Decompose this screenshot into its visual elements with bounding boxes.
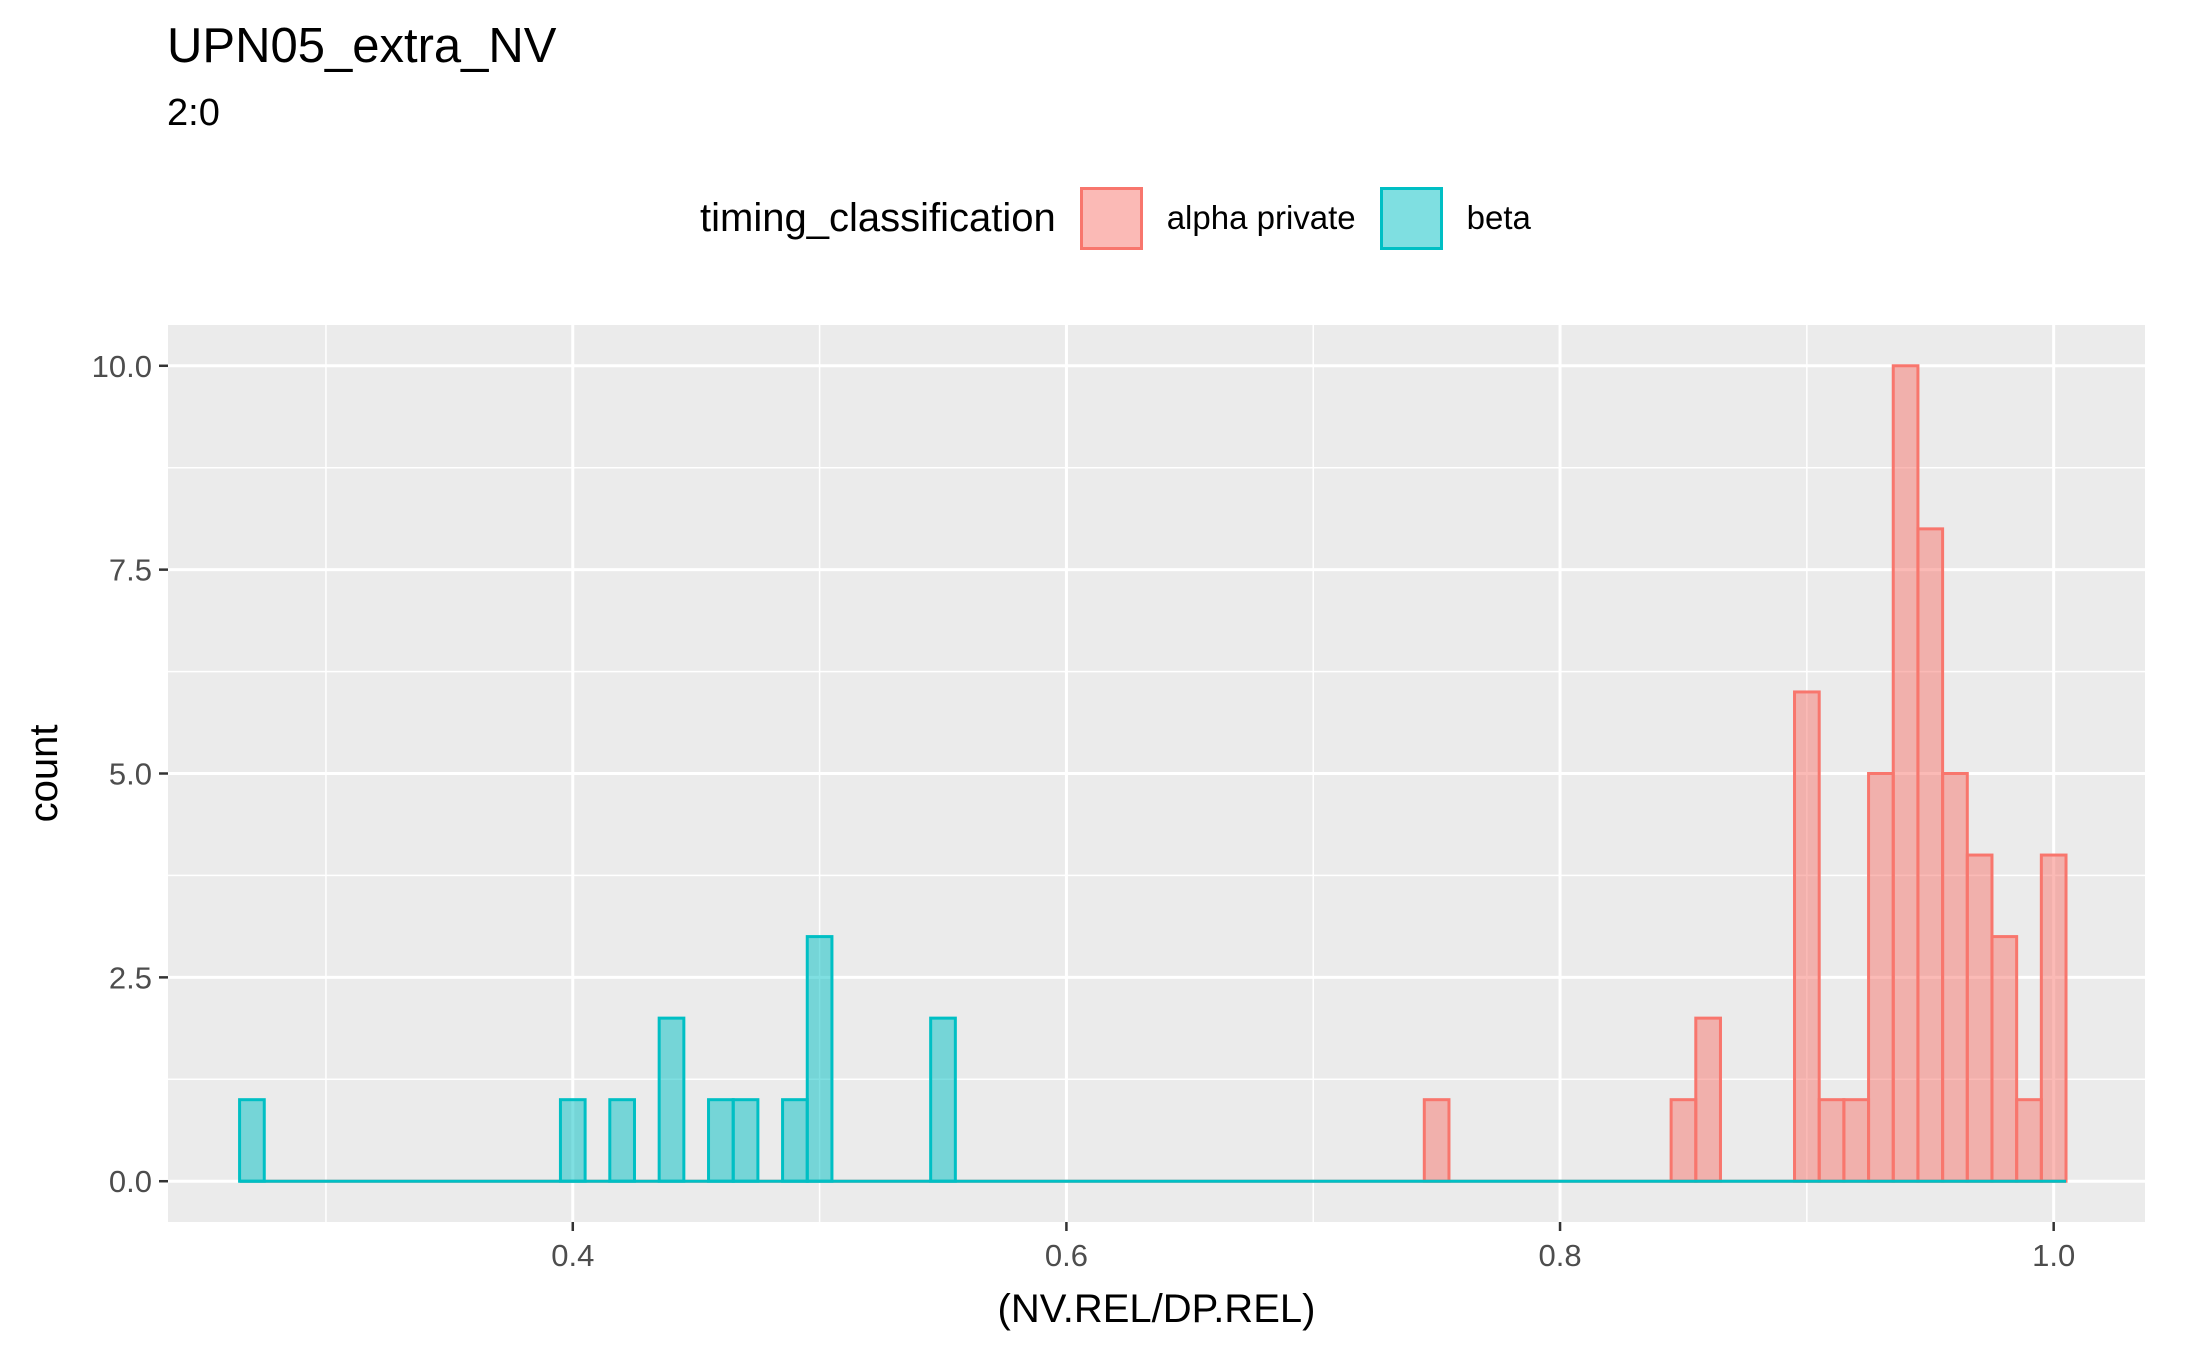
chart-subtitle: 2:0 [167, 92, 220, 134]
bar-beta [731, 1098, 760, 1183]
bar-alpha-private [1422, 1098, 1451, 1183]
bars [238, 364, 2068, 1183]
legend-label-beta: beta [1466, 199, 1531, 236]
y-tick-label: 10.0 [92, 349, 152, 384]
bar-beta [929, 1016, 957, 1183]
bar-alpha-private [1867, 772, 1895, 1183]
bar-alpha-private [1793, 690, 1821, 1183]
bar-beta [238, 1098, 266, 1183]
legend-title: timing_classification [700, 195, 1056, 240]
bar-beta [608, 1098, 636, 1183]
x-axis: 0.4 0.6 0.8 1.0 [551, 1222, 2075, 1273]
x-tick-label: 0.8 [1538, 1238, 1581, 1273]
legend-key-alpha-private [1079, 186, 1143, 250]
bar-alpha-private [1941, 772, 1969, 1183]
legend-item-alpha-private: alpha private [1079, 186, 1356, 250]
y-axis: 0.0 2.5 5.0 7.5 10.0 [92, 349, 168, 1199]
x-tick-label: 0.4 [551, 1238, 594, 1273]
y-tick-label: 5.0 [109, 757, 152, 792]
x-axis-label: (NV.REL/DP.REL) [998, 1287, 1316, 1331]
bar-alpha-private [1694, 1016, 1722, 1183]
y-axis-label: count [22, 725, 66, 823]
legend-label-alpha-private: alpha private [1166, 199, 1356, 236]
bar-alpha-private [2015, 1098, 2043, 1183]
bar-alpha-private [1842, 1098, 1871, 1183]
legend: timing_classification alpha private beta [700, 183, 1555, 253]
legend-item-beta: beta [1379, 186, 1531, 250]
legend-key-beta [1379, 186, 1443, 250]
bar-beta [657, 1016, 686, 1183]
x-tick-label: 0.6 [1045, 1238, 1088, 1273]
bar-beta [707, 1098, 735, 1183]
bar-alpha-private [1990, 935, 2019, 1183]
bar-beta [781, 1098, 809, 1183]
bar-alpha-private [1891, 364, 1920, 1183]
y-tick-label: 7.5 [109, 553, 152, 588]
bar-alpha-private [2039, 853, 2068, 1183]
bar-alpha-private [1916, 527, 1945, 1183]
bar-alpha-private [1965, 853, 1994, 1183]
bar-beta [805, 935, 834, 1183]
y-tick-label: 0.0 [109, 1164, 152, 1199]
x-tick-label: 1.0 [2032, 1238, 2075, 1273]
y-tick-label: 2.5 [109, 960, 152, 995]
chart-title: UPN05_extra_NV [167, 19, 557, 73]
bar-alpha-private [1669, 1098, 1698, 1183]
bar-alpha-private [1817, 1098, 1846, 1183]
bar-beta [558, 1098, 587, 1183]
